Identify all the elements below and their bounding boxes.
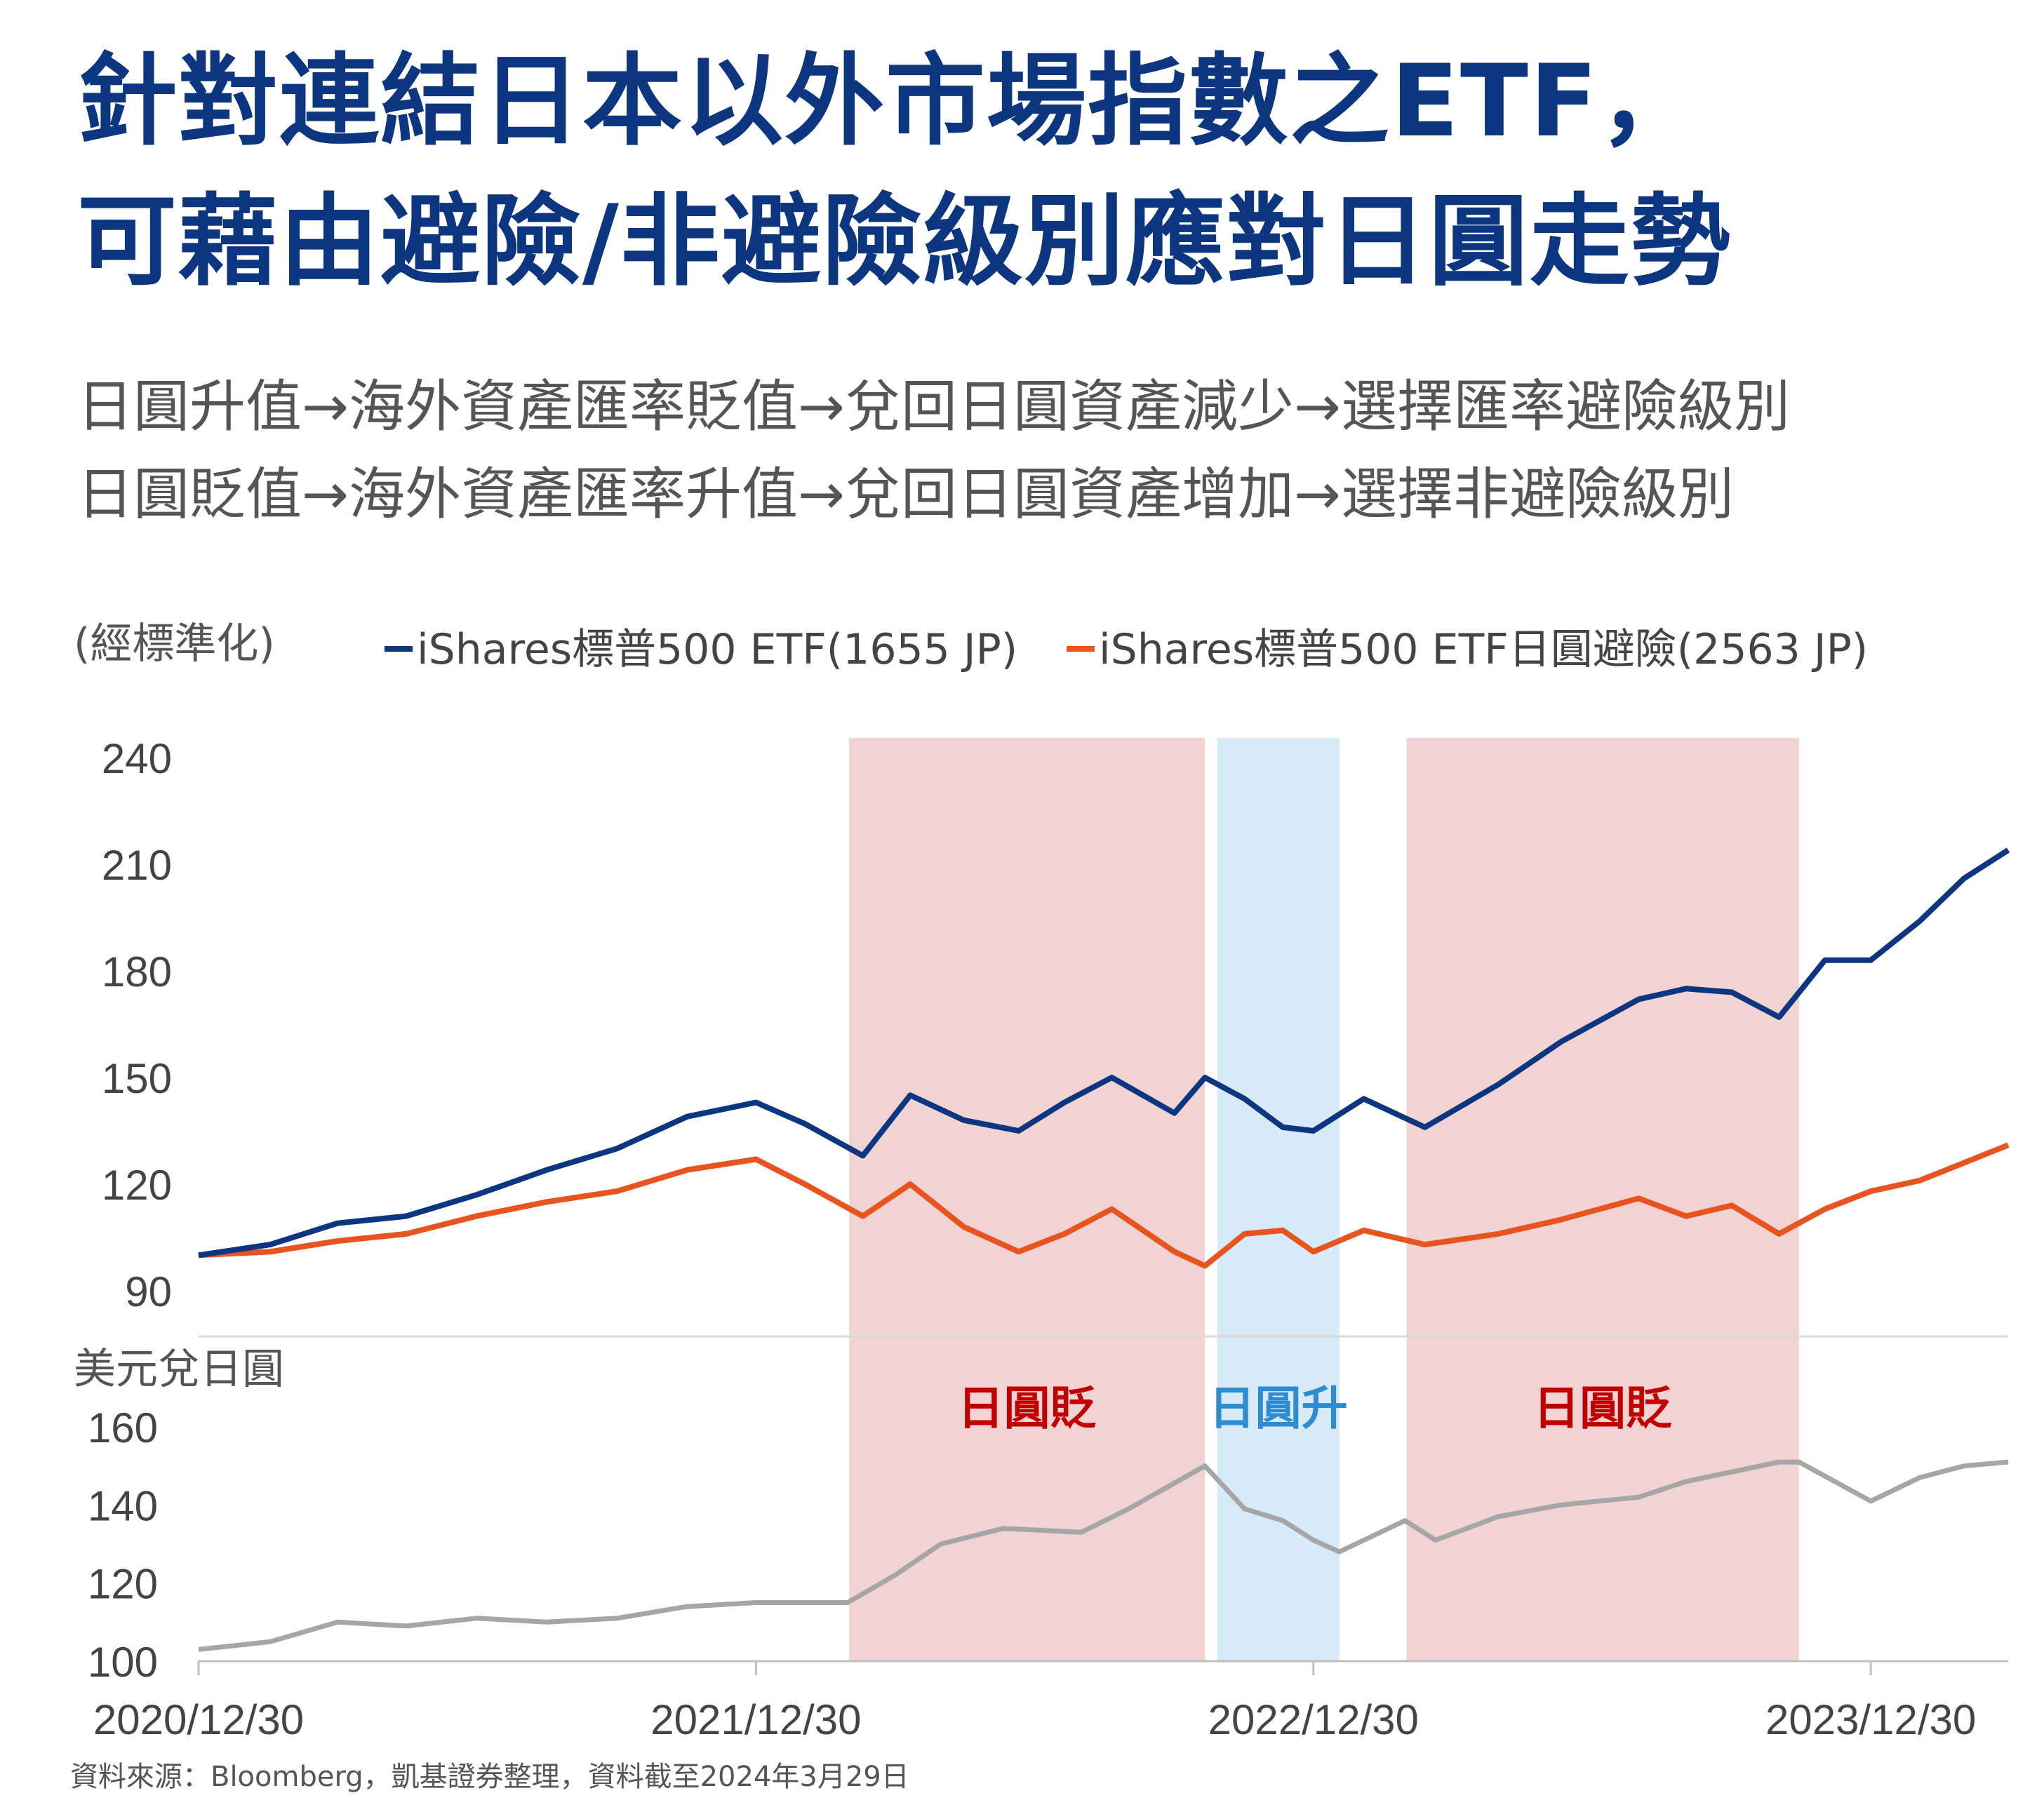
subtitle-line-1: 日圓升值→海外資產匯率貶值→兌回日圓資產減少→選擇匯率避險級別: [77, 374, 1791, 439]
bottom-y-tick-label-2: 140: [88, 1482, 158, 1529]
x-tick-label-1: 2020/12/30: [93, 1696, 304, 1743]
band-2: [1217, 738, 1340, 1661]
bottom-y-tick-label-3: 120: [88, 1561, 158, 1608]
source-note: 資料來源：Bloomberg，凱基證券整理，資料截至2024年3月29日: [70, 1761, 909, 1793]
bottom-y-axis-label: 美元兌日圓: [74, 1345, 284, 1394]
legend-label-1: iShares標普500 ETF(1655 JP): [417, 625, 1017, 674]
x-tick-label-4: 2023/12/30: [1765, 1696, 1976, 1743]
subtitle-line-2: 日圓貶值→海外資產匯率升值→兌回日圓資產增加→選擇非避險級別: [77, 462, 1735, 527]
hedged-etf-line: [198, 1142, 2010, 1269]
bottom-y-tick-label-1: 160: [88, 1404, 158, 1451]
top-y-tick-label-5: 120: [102, 1162, 172, 1209]
band-label-3: 日圓貶: [1533, 1381, 1672, 1435]
top-y-tick-label-2: 210: [102, 842, 172, 889]
yen-trend-bands: [849, 738, 1799, 1661]
chart-labels: 日圓貶 日圓升 日圓貶 2020/12/30 2021/12/30 2022/12/30 2…: [74, 619, 1976, 1743]
top-y-tick-label-6: 90: [125, 1268, 172, 1315]
top-y-tick-label-1: 240: [102, 735, 172, 782]
usdjpy-line: [198, 1459, 2009, 1652]
band-label-2: 日圓升: [1209, 1381, 1348, 1435]
top-y-tick-label-4: 150: [102, 1055, 172, 1102]
chart-axes: [197, 1335, 2008, 1675]
page-title-line-1: 針對連結日本以外市場指數之ETF，: [77, 43, 1700, 159]
bottom-y-tick-label-4: 100: [88, 1639, 158, 1686]
band-3: [1406, 738, 1799, 1661]
legend-label-2: iShares標普500 ETF日圓避險(2563 JP): [1099, 625, 1868, 674]
top-y-tick-label-3: 180: [102, 948, 172, 995]
page-title-line-2: 可藉由避險/非避險級別應對日圓走勢: [77, 184, 1732, 300]
top-y-axis-label: (經標準化): [74, 619, 275, 669]
x-tick-label-3: 2022/12/30: [1208, 1696, 1419, 1743]
band-1: [849, 738, 1205, 1661]
series-lines: [198, 847, 2010, 1652]
x-tick-label-2: 2021/12/30: [650, 1696, 861, 1743]
unhedged-etf-line: [198, 847, 2010, 1259]
band-label-1: 日圓貶: [958, 1381, 1097, 1435]
